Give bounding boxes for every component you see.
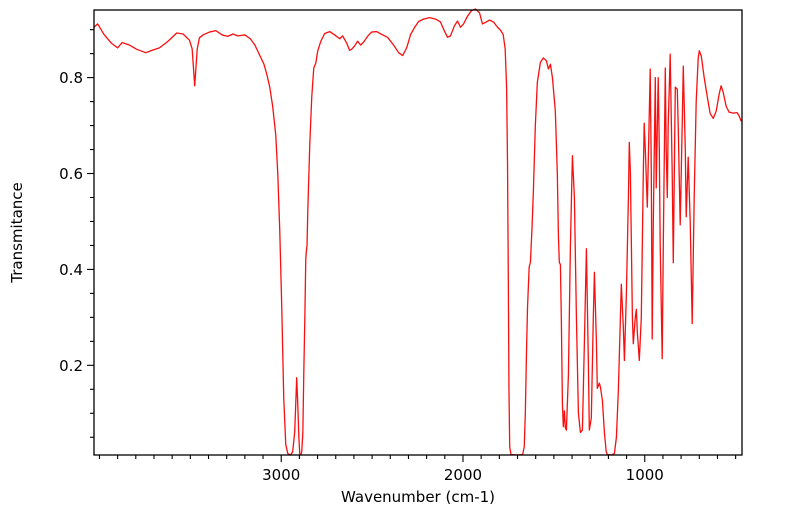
svg-text:0.8: 0.8: [59, 69, 83, 87]
plot-frame: [93, 9, 743, 456]
svg-text:3000: 3000: [262, 466, 300, 484]
spectrum-line: [93, 8, 742, 456]
svg-text:0.6: 0.6: [59, 165, 83, 183]
svg-text:0.4: 0.4: [59, 261, 83, 279]
y-axis-label: Transmitance: [8, 182, 26, 283]
major-ticks: [87, 77, 646, 462]
svg-text:2000: 2000: [444, 466, 482, 484]
minor-ticks: [90, 29, 737, 459]
svg-text:0.2: 0.2: [59, 357, 83, 375]
tick-labels: 1000 2000 3000 0.2 0.4 0.6 0.8: [59, 69, 664, 484]
x-axis-label: Wavenumber (cm-1): [341, 488, 495, 506]
svg-text:1000: 1000: [626, 466, 664, 484]
